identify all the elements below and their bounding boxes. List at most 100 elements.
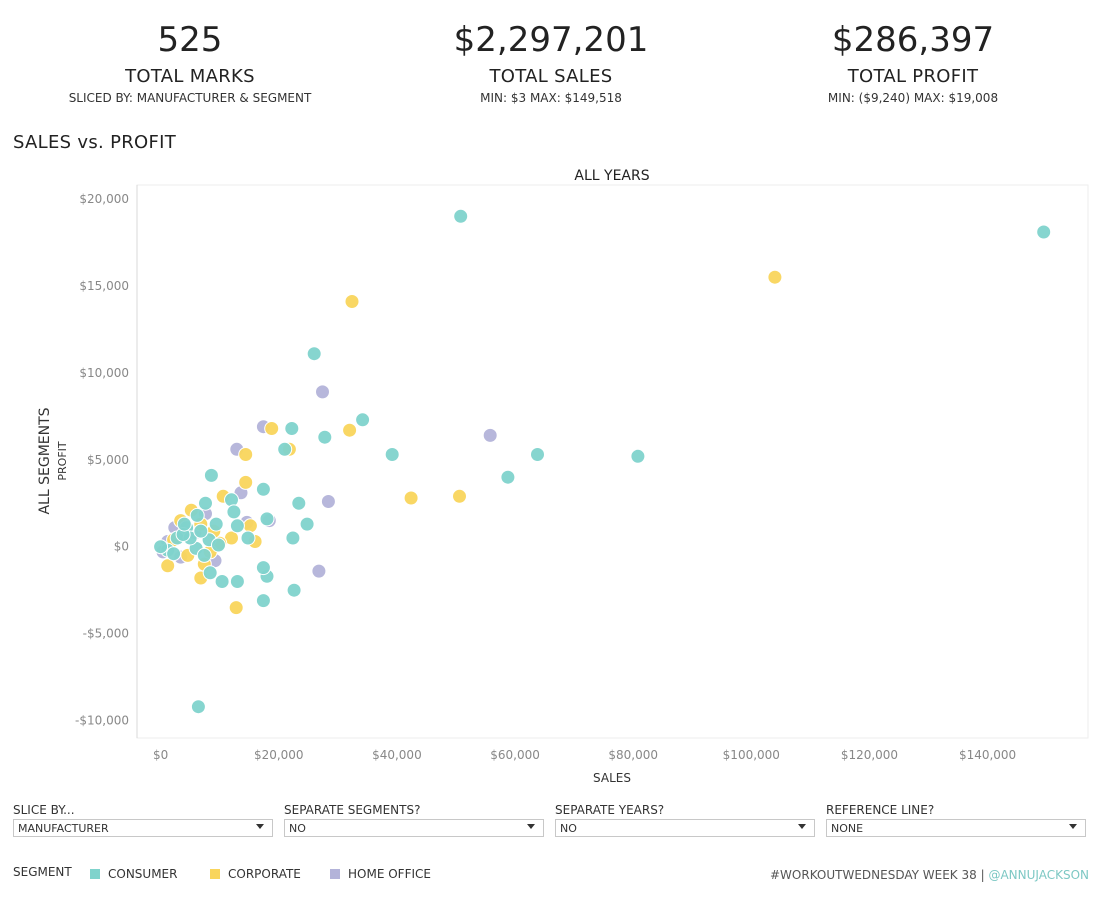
kpi-total-sales: $2,297,201 TOTAL SALES MIN: $3 MAX: $149… bbox=[381, 22, 721, 105]
section-title: SALES vs. PROFIT bbox=[13, 132, 177, 153]
scatter-point[interactable] bbox=[255, 593, 271, 609]
scatter-point[interactable] bbox=[238, 447, 254, 462]
footer-credit: #WORKOUTWEDNESDAY WEEK 38 | @ANNUJACKSON bbox=[770, 868, 1089, 882]
scatter-point[interactable] bbox=[320, 494, 336, 509]
scatter-point[interactable] bbox=[203, 467, 219, 483]
y-tick-label: $20,000 bbox=[79, 192, 129, 206]
author-handle-link[interactable]: @ANNUJACKSON bbox=[988, 868, 1089, 882]
legend-swatch bbox=[90, 869, 100, 879]
filter-label: SEPARATE YEARS? bbox=[555, 803, 665, 817]
scatter-point[interactable] bbox=[342, 422, 358, 438]
x-tick-label: $140,000 bbox=[959, 748, 1016, 762]
x-tick-label: $20,000 bbox=[254, 748, 304, 762]
scatter-point[interactable] bbox=[238, 474, 254, 490]
scatter-point[interactable] bbox=[306, 346, 322, 362]
scatter-point[interactable] bbox=[286, 582, 302, 598]
scatter-point[interactable] bbox=[255, 481, 271, 497]
scatter-point[interactable] bbox=[1036, 224, 1052, 240]
y-tick-label: $10,000 bbox=[79, 366, 129, 380]
x-tick-label: $40,000 bbox=[372, 748, 422, 762]
scatter-point[interactable] bbox=[452, 488, 467, 504]
kpi-subtitle: MIN: $3 MAX: $149,518 bbox=[480, 91, 622, 105]
scatter-point[interactable] bbox=[202, 565, 218, 581]
scatter-point[interactable] bbox=[193, 523, 209, 539]
scatter-point[interactable] bbox=[189, 507, 205, 523]
scatter-point[interactable] bbox=[403, 490, 419, 506]
scatter-point[interactable] bbox=[226, 504, 242, 520]
legend-label: HOME OFFICE bbox=[348, 867, 431, 881]
scatter-point[interactable] bbox=[214, 574, 230, 589]
scatter-point[interactable] bbox=[228, 600, 244, 616]
scatter-point[interactable] bbox=[453, 208, 469, 224]
footer-hashtag: #WORKOUTWEDNESDAY WEEK 38 | bbox=[769, 868, 989, 882]
scatter-point[interactable] bbox=[530, 447, 545, 462]
legend-item-consumer[interactable]: CONSUMER bbox=[90, 867, 177, 881]
y-tick-label: $5,000 bbox=[87, 453, 129, 467]
legend-item-corporate[interactable]: CORPORATE bbox=[210, 867, 301, 881]
filter-separate-segments: SEPARATE SEGMENTS? NO bbox=[284, 803, 544, 837]
scatter-point[interactable] bbox=[500, 469, 516, 485]
scatter-point[interactable] bbox=[311, 563, 327, 579]
scatter-point[interactable] bbox=[240, 530, 256, 546]
caret-down-icon bbox=[798, 824, 806, 829]
legend-label: CONSUMER bbox=[108, 867, 178, 881]
filter-label: REFERENCE LINE? bbox=[826, 803, 935, 817]
separate-years-dropdown[interactable]: NO bbox=[555, 819, 815, 837]
scatter-points bbox=[153, 208, 1052, 715]
scatter-point[interactable] bbox=[198, 495, 213, 511]
scatter-point[interactable] bbox=[229, 518, 245, 534]
scatter-point[interactable] bbox=[196, 547, 212, 563]
scatter-point[interactable] bbox=[190, 699, 206, 715]
scatter-point[interactable] bbox=[291, 495, 307, 511]
scatter-point[interactable] bbox=[176, 516, 192, 532]
scatter-point[interactable] bbox=[166, 546, 182, 562]
scatter-point[interactable] bbox=[384, 447, 400, 462]
scatter-point[interactable] bbox=[299, 516, 315, 532]
kpi-value: 525 bbox=[157, 20, 223, 60]
scatter-point[interactable] bbox=[255, 560, 271, 576]
filter-label: SEPARATE SEGMENTS? bbox=[284, 803, 421, 817]
scatter-point[interactable] bbox=[277, 441, 293, 457]
scatter-point[interactable] bbox=[315, 384, 330, 400]
scatter-point[interactable] bbox=[160, 558, 176, 574]
scatter-point[interactable] bbox=[264, 421, 280, 436]
scatter-chart: ALL YEARS ALL SEGMENTS PROFIT SALES -$10… bbox=[37, 168, 1089, 785]
caret-down-icon bbox=[1069, 824, 1077, 829]
kpi-value: $286,397 bbox=[831, 20, 995, 60]
scatter-point[interactable] bbox=[153, 539, 169, 555]
scatter-point[interactable] bbox=[344, 294, 360, 309]
slice-by-dropdown[interactable]: MANUFACTURER bbox=[13, 819, 273, 837]
scatter-point[interactable] bbox=[208, 516, 224, 532]
scatter-point[interactable] bbox=[355, 412, 371, 428]
scatter-point[interactable] bbox=[284, 421, 300, 436]
scatter-point[interactable] bbox=[317, 429, 333, 445]
x-axis-ticks: $0 $20,000 $40,000 $60,000 $80,000 $100,000 $1… bbox=[153, 748, 1016, 762]
scatter-point[interactable] bbox=[767, 269, 783, 285]
kpi-total-marks: 525 TOTAL MARKS SLICED BY: MANUFACTURER … bbox=[20, 22, 360, 105]
legend-item-home-office[interactable]: HOME OFFICE bbox=[330, 867, 431, 881]
scatter-point[interactable] bbox=[259, 511, 275, 527]
kpi-subtitle: SLICED BY: MANUFACTURER & SEGMENT bbox=[68, 91, 312, 105]
y-axis-title: PROFIT bbox=[56, 441, 69, 481]
x-tick-label: $60,000 bbox=[490, 748, 540, 762]
kpi-subtitle: MIN: ($9,240) MAX: $19,008 bbox=[827, 91, 999, 105]
scatter-point[interactable] bbox=[482, 427, 498, 443]
x-tick-label: $100,000 bbox=[723, 748, 780, 762]
separate-segments-dropdown[interactable]: NO bbox=[284, 819, 544, 837]
scatter-point[interactable] bbox=[242, 518, 258, 534]
reference-line-dropdown[interactable]: NONE bbox=[826, 819, 1086, 837]
scatter-point[interactable] bbox=[224, 492, 239, 508]
y-tick-label: $15,000 bbox=[79, 279, 129, 293]
row-header-label: ALL SEGMENTS bbox=[37, 407, 53, 514]
kpi-total-profit: $286,397 TOTAL PROFIT MIN: ($9,240) MAX:… bbox=[743, 22, 1083, 105]
legend-swatch bbox=[330, 869, 340, 879]
caret-down-icon bbox=[527, 824, 535, 829]
x-tick-label: $120,000 bbox=[841, 748, 898, 762]
scatter-point[interactable] bbox=[229, 574, 245, 589]
scatter-point[interactable] bbox=[630, 448, 646, 464]
scatter-point[interactable] bbox=[285, 530, 301, 546]
legend-label: CORPORATE bbox=[228, 867, 301, 881]
chart-panel-title: ALL YEARS bbox=[574, 168, 649, 184]
dropdown-value: NO bbox=[289, 822, 306, 835]
scatter-point[interactable] bbox=[211, 537, 226, 553]
